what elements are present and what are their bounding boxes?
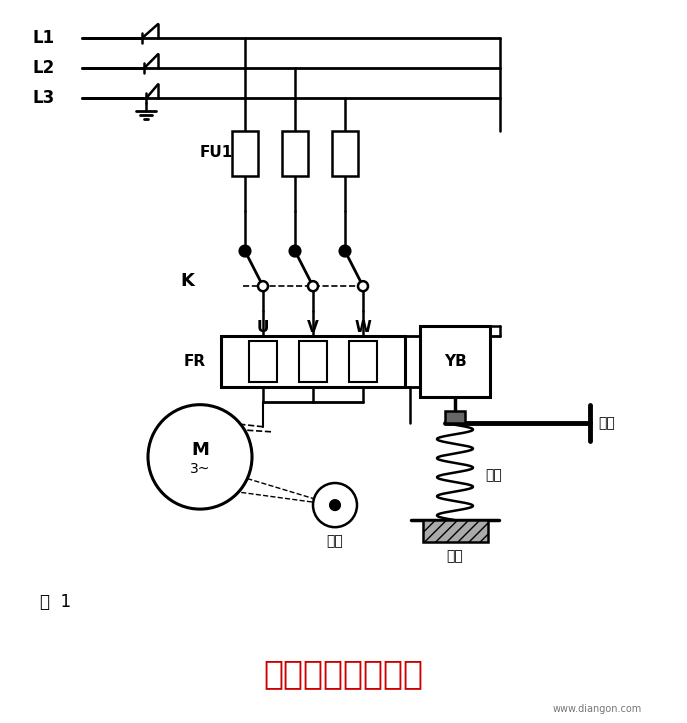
Text: 电磁抱闸断电制动: 电磁抱闸断电制动 — [264, 656, 423, 690]
Text: 闸瓦: 闸瓦 — [447, 549, 463, 563]
Circle shape — [330, 500, 340, 510]
Circle shape — [258, 281, 268, 291]
Bar — [299, 341, 327, 382]
Text: www.diangon.com: www.diangon.com — [553, 704, 642, 714]
Text: M: M — [191, 441, 209, 459]
Circle shape — [148, 405, 252, 509]
Bar — [332, 131, 358, 176]
Text: FU1: FU1 — [200, 145, 234, 160]
Text: 图  1: 图 1 — [40, 594, 71, 612]
Text: W: W — [354, 320, 372, 335]
Circle shape — [240, 246, 251, 257]
Circle shape — [313, 483, 357, 527]
Circle shape — [339, 246, 350, 257]
Text: 3~: 3~ — [190, 462, 210, 476]
Bar — [282, 131, 308, 176]
Text: K: K — [180, 272, 194, 290]
Text: 衔铁: 衔铁 — [598, 416, 615, 429]
Bar — [420, 326, 490, 397]
Bar — [423, 520, 488, 542]
Bar — [232, 131, 258, 176]
Text: L2: L2 — [33, 59, 55, 77]
Text: 闸轮: 闸轮 — [326, 534, 344, 548]
Bar — [349, 341, 377, 382]
Text: YB: YB — [444, 354, 466, 369]
Text: V: V — [307, 320, 319, 335]
Circle shape — [289, 246, 300, 257]
Circle shape — [308, 281, 318, 291]
Text: L3: L3 — [33, 90, 55, 108]
Bar — [221, 336, 405, 387]
Text: FR: FR — [184, 354, 206, 369]
Bar — [249, 341, 277, 382]
Circle shape — [358, 281, 368, 291]
Text: U: U — [257, 320, 269, 335]
Text: L1: L1 — [33, 29, 55, 47]
Bar — [445, 411, 465, 423]
Text: 弹簧: 弹簧 — [485, 468, 502, 482]
